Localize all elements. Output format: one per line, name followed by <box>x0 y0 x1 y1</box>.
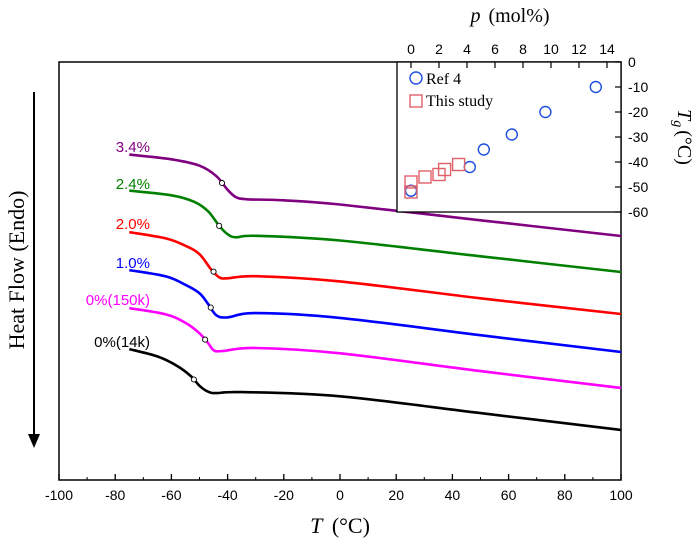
main-y-axis-label: Heat Flow (Endo) <box>4 191 29 350</box>
inset-x-tick-label: 8 <box>519 41 527 57</box>
series-label: 0%(14k) <box>94 334 150 351</box>
main-x-tick-label: 60 <box>501 487 517 503</box>
tg-marker <box>202 336 209 343</box>
tg-marker <box>216 222 223 229</box>
this-study-point <box>404 175 418 189</box>
inset-y-axis-label: Tg(°C) <box>670 109 695 165</box>
dsc-curve <box>129 268 622 354</box>
inset-x-tick-label: 0 <box>407 41 415 57</box>
inset-x-ticks: 0 2 4 6 8 10 12 14 <box>407 41 615 68</box>
dsc-curve <box>128 347 622 432</box>
legend-this-study-label: This study <box>426 93 493 110</box>
series-label: 3.4% <box>116 139 150 156</box>
inset-points <box>404 80 602 199</box>
inset-y-tick-label: -60 <box>628 204 648 220</box>
this-study-point <box>451 157 466 172</box>
inset-x-tick-label: 10 <box>543 41 559 57</box>
svg-text:Tg(°C): Tg(°C) <box>670 109 695 165</box>
main-series-labels: 3.4% 2.4% 2.0% 1.0% 0%(150k) 0%(14k) <box>86 139 150 351</box>
inset-background <box>397 62 621 212</box>
series-label: 0%(150k) <box>86 292 150 309</box>
main-x-tick-label: -100 <box>45 487 73 503</box>
series-label: 1.0% <box>116 255 150 272</box>
inset-x-tick-label: 4 <box>463 41 471 57</box>
inset-y-tick-label: -10 <box>628 79 648 95</box>
series-label: 2.0% <box>116 216 150 233</box>
main-x-tick-label: -40 <box>217 487 237 503</box>
ref4-point <box>539 105 552 119</box>
inset-y-tick-label: 0 <box>628 54 636 70</box>
ref4-point <box>505 128 518 141</box>
legend-ref4-label: Ref 4 <box>426 71 461 88</box>
inset-y-tick-label: -30 <box>628 129 648 145</box>
inset-x-tick-label: 12 <box>571 41 587 57</box>
inset-x-tick-label: 14 <box>599 41 615 57</box>
inset-x-tick-label: 6 <box>491 41 499 57</box>
main-x-tick-label: 20 <box>388 487 404 503</box>
inset-y-tick-label: -40 <box>628 154 648 170</box>
tg-marker <box>207 304 214 311</box>
inset-x-tick-label: 2 <box>435 41 443 57</box>
legend-this-study-marker <box>409 94 423 108</box>
this-study-point <box>418 170 432 184</box>
inset-y-tick-label: -20 <box>628 104 648 120</box>
inset-plot: 0 2 4 6 8 10 12 14 0 -10 -20 -30 -40 -50 -60 p (mol%)… <box>396 5 695 220</box>
dsc-curve <box>129 189 622 274</box>
main-curves <box>128 153 622 432</box>
main-x-tick-label: -60 <box>161 487 181 503</box>
ref4-point <box>589 80 602 94</box>
main-x-tick-label: -80 <box>105 487 125 503</box>
dsc-curve <box>129 306 622 390</box>
main-x-tick-label: 40 <box>445 487 461 503</box>
inset-y-ticks: 0 -10 -20 -30 -40 -50 -60 <box>615 54 648 220</box>
main-x-tick-label: 100 <box>609 487 633 503</box>
dsc-curve <box>129 153 622 238</box>
this-study-point <box>404 185 418 199</box>
inset-y-tick-label: -50 <box>628 179 648 195</box>
tg-marker <box>210 268 217 275</box>
tg-marker <box>190 376 197 383</box>
series-label: 2.4% <box>116 176 150 193</box>
dsc-curve <box>129 230 622 316</box>
this-study-point <box>437 162 452 177</box>
tg-marker <box>218 179 226 187</box>
ref4-point <box>477 143 490 156</box>
inset-x-axis-label: p (mol%) <box>468 5 549 27</box>
main-x-ticks: -100 -80 -60 -40 -20 0 20 40 60 80 100 <box>45 474 633 503</box>
main-x-tick-label: -20 <box>274 487 294 503</box>
main-x-tick-label: 80 <box>557 487 573 503</box>
main-plot: -100 -80 -60 -40 -20 0 20 40 60 80 100 3.4% 2.4% 2.0… <box>4 61 633 538</box>
legend-ref4-marker <box>409 71 423 85</box>
heat-flow-arrow-head <box>28 434 40 448</box>
main-x-axis-label: T (°C) <box>310 513 370 538</box>
main-x-tick-label: 0 <box>336 487 344 503</box>
